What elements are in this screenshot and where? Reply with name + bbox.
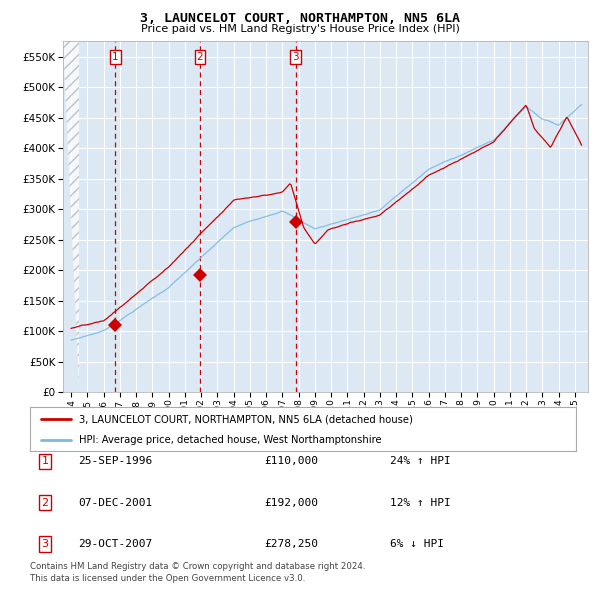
Text: 1: 1 — [41, 457, 49, 466]
Text: 3, LAUNCELOT COURT, NORTHAMPTON, NN5 6LA: 3, LAUNCELOT COURT, NORTHAMPTON, NN5 6LA — [140, 12, 460, 25]
Text: 12% ↑ HPI: 12% ↑ HPI — [390, 498, 451, 507]
Text: £278,250: £278,250 — [264, 539, 318, 549]
Polygon shape — [63, 41, 79, 392]
Text: 24% ↑ HPI: 24% ↑ HPI — [390, 457, 451, 466]
Text: 1: 1 — [112, 52, 119, 62]
Text: Price paid vs. HM Land Registry's House Price Index (HPI): Price paid vs. HM Land Registry's House … — [140, 24, 460, 34]
Text: 3, LAUNCELOT COURT, NORTHAMPTON, NN5 6LA (detached house): 3, LAUNCELOT COURT, NORTHAMPTON, NN5 6LA… — [79, 415, 413, 424]
Text: 2: 2 — [197, 52, 203, 62]
Text: 3: 3 — [292, 52, 299, 62]
Text: 2: 2 — [41, 498, 49, 507]
Polygon shape — [63, 41, 79, 392]
Text: £192,000: £192,000 — [264, 498, 318, 507]
Text: £110,000: £110,000 — [264, 457, 318, 466]
Text: 07-DEC-2001: 07-DEC-2001 — [78, 498, 152, 507]
Text: HPI: Average price, detached house, West Northamptonshire: HPI: Average price, detached house, West… — [79, 435, 382, 445]
Text: 25-SEP-1996: 25-SEP-1996 — [78, 457, 152, 466]
Text: 3: 3 — [41, 539, 49, 549]
Text: 6% ↓ HPI: 6% ↓ HPI — [390, 539, 444, 549]
Text: 29-OCT-2007: 29-OCT-2007 — [78, 539, 152, 549]
Text: Contains HM Land Registry data © Crown copyright and database right 2024.
This d: Contains HM Land Registry data © Crown c… — [30, 562, 365, 583]
